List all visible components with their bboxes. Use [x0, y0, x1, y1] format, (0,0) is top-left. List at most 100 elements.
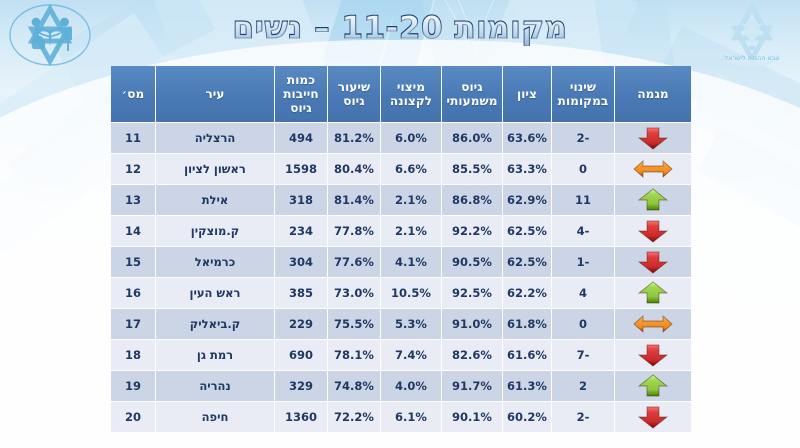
table-row: 11 62.9% 86.8% 2.1% 81.4% 318 אילת 13: [111, 185, 691, 215]
cell-count: 329: [275, 371, 327, 401]
table-row: -1 62.5% 90.5% 4.1% 77.6% 304 כרמיאל 15: [111, 247, 691, 277]
cell-index: 17: [111, 309, 155, 339]
cell-meaningful: 90.1%: [442, 402, 502, 432]
cell-rate: 81.4%: [328, 185, 380, 215]
cell-officer: 5.3%: [381, 309, 441, 339]
cell-city: ראשון לציון: [156, 154, 274, 184]
cell-score: 62.5%: [503, 247, 551, 277]
cell-index: 12: [111, 154, 155, 184]
cell-city: ק.מוצקין: [156, 216, 274, 246]
cell-count: 1360: [275, 402, 327, 432]
trend-flat-icon: [615, 309, 691, 339]
cell-meaningful: 82.6%: [442, 340, 502, 370]
cell-rate: 81.2%: [328, 123, 380, 153]
cell-index: 18: [111, 340, 155, 370]
cell-score: 62.9%: [503, 185, 551, 215]
trend-up-icon: [615, 278, 691, 308]
cell-city: אילת: [156, 185, 274, 215]
column-header-change: שינוי במקומות: [552, 66, 614, 122]
cell-meaningful: 92.5%: [442, 278, 502, 308]
ranking-table-container: מגמה שינוי במקומות ציון גיוס משמעותי מיצ…: [110, 65, 692, 433]
column-header-officer: מיצוי לקצונה: [381, 66, 441, 122]
cell-change: 11: [552, 185, 614, 215]
cell-change: -7: [552, 340, 614, 370]
cell-rate: 77.8%: [328, 216, 380, 246]
table-row: 0 63.3% 85.5% 6.6% 80.4% 1598 ראשון לציון 12: [111, 154, 691, 184]
table-row: -7 61.6% 82.6% 7.4% 78.1% 690 רמת גן 18: [111, 340, 691, 370]
column-header-score: ציון: [503, 66, 551, 122]
cell-change: -2: [552, 123, 614, 153]
cell-index: 19: [111, 371, 155, 401]
cell-officer: 7.4%: [381, 340, 441, 370]
cell-rate: 73.0%: [328, 278, 380, 308]
cell-officer: 4.0%: [381, 371, 441, 401]
trend-down-icon: [615, 247, 691, 277]
cell-change: 0: [552, 154, 614, 184]
cell-index: 20: [111, 402, 155, 432]
cell-meaningful: 91.7%: [442, 371, 502, 401]
cell-score: 61.3%: [503, 371, 551, 401]
trend-down-icon: [615, 216, 691, 246]
cell-rate: 78.1%: [328, 340, 380, 370]
cell-index: 16: [111, 278, 155, 308]
column-header-rate: שיעור גיוס: [328, 66, 380, 122]
cell-city: רמת גן: [156, 340, 274, 370]
cell-city: כרמיאל: [156, 247, 274, 277]
column-header-city: עיר: [156, 66, 274, 122]
trend-down-icon: [615, 340, 691, 370]
cell-rate: 77.6%: [328, 247, 380, 277]
cell-officer: 10.5%: [381, 278, 441, 308]
cell-score: 63.6%: [503, 123, 551, 153]
cell-meaningful: 86.0%: [442, 123, 502, 153]
cell-city: ק.ביאליק: [156, 309, 274, 339]
cell-score: 63.3%: [503, 154, 551, 184]
cell-count: 318: [275, 185, 327, 215]
cell-city: ראש העין: [156, 278, 274, 308]
cell-score: 62.5%: [503, 216, 551, 246]
cell-officer: 6.6%: [381, 154, 441, 184]
cell-officer: 6.1%: [381, 402, 441, 432]
cell-city: נהריה: [156, 371, 274, 401]
idf-emblem-logo: צבא ההגנה לישראל: [708, 1, 796, 68]
cell-rate: 80.4%: [328, 154, 380, 184]
table-header-row: מגמה שינוי במקומות ציון גיוס משמעותי מיצ…: [111, 66, 691, 122]
table-row: -2 60.2% 90.1% 6.1% 72.2% 1360 חיפה 20: [111, 402, 691, 432]
page-title: מקומות 11-20 – נשים: [232, 6, 568, 50]
meitav-star-of-david-logo: [6, 2, 94, 68]
cell-meaningful: 91.0%: [442, 309, 502, 339]
cell-officer: 2.1%: [381, 185, 441, 215]
cell-officer: 2.1%: [381, 216, 441, 246]
cell-change: -4: [552, 216, 614, 246]
cell-index: 14: [111, 216, 155, 246]
table-body: -2 63.6% 86.0% 6.0% 81.2% 494 הרצליה 11 0 63.3% 85…: [111, 123, 691, 432]
cell-count: 304: [275, 247, 327, 277]
table-row: -2 63.6% 86.0% 6.0% 81.2% 494 הרצליה 11: [111, 123, 691, 153]
ranking-table: מגמה שינוי במקומות ציון גיוס משמעותי מיצ…: [110, 65, 692, 433]
trend-up-icon: [615, 371, 691, 401]
cell-change: 4: [552, 278, 614, 308]
cell-change: 2: [552, 371, 614, 401]
table-row: -4 62.5% 92.2% 2.1% 77.8% 234 ק.מוצקין 14: [111, 216, 691, 246]
trend-flat-icon: [615, 154, 691, 184]
cell-index: 11: [111, 123, 155, 153]
table-row: 4 62.2% 92.5% 10.5% 73.0% 385 ראש העין 16: [111, 278, 691, 308]
trend-down-icon: [615, 402, 691, 432]
cell-city: חיפה: [156, 402, 274, 432]
trend-down-icon: [615, 123, 691, 153]
cell-change: 0: [552, 309, 614, 339]
cell-count: 690: [275, 340, 327, 370]
cell-score: 60.2%: [503, 402, 551, 432]
column-header-meaningful: גיוס משמעותי: [442, 66, 502, 122]
cell-rate: 72.2%: [328, 402, 380, 432]
cell-officer: 6.0%: [381, 123, 441, 153]
cell-change: -1: [552, 247, 614, 277]
cell-count: 234: [275, 216, 327, 246]
cell-count: 385: [275, 278, 327, 308]
cell-city: הרצליה: [156, 123, 274, 153]
cell-index: 13: [111, 185, 155, 215]
cell-officer: 4.1%: [381, 247, 441, 277]
trend-up-icon: [615, 185, 691, 215]
cell-score: 62.2%: [503, 278, 551, 308]
cell-meaningful: 90.5%: [442, 247, 502, 277]
